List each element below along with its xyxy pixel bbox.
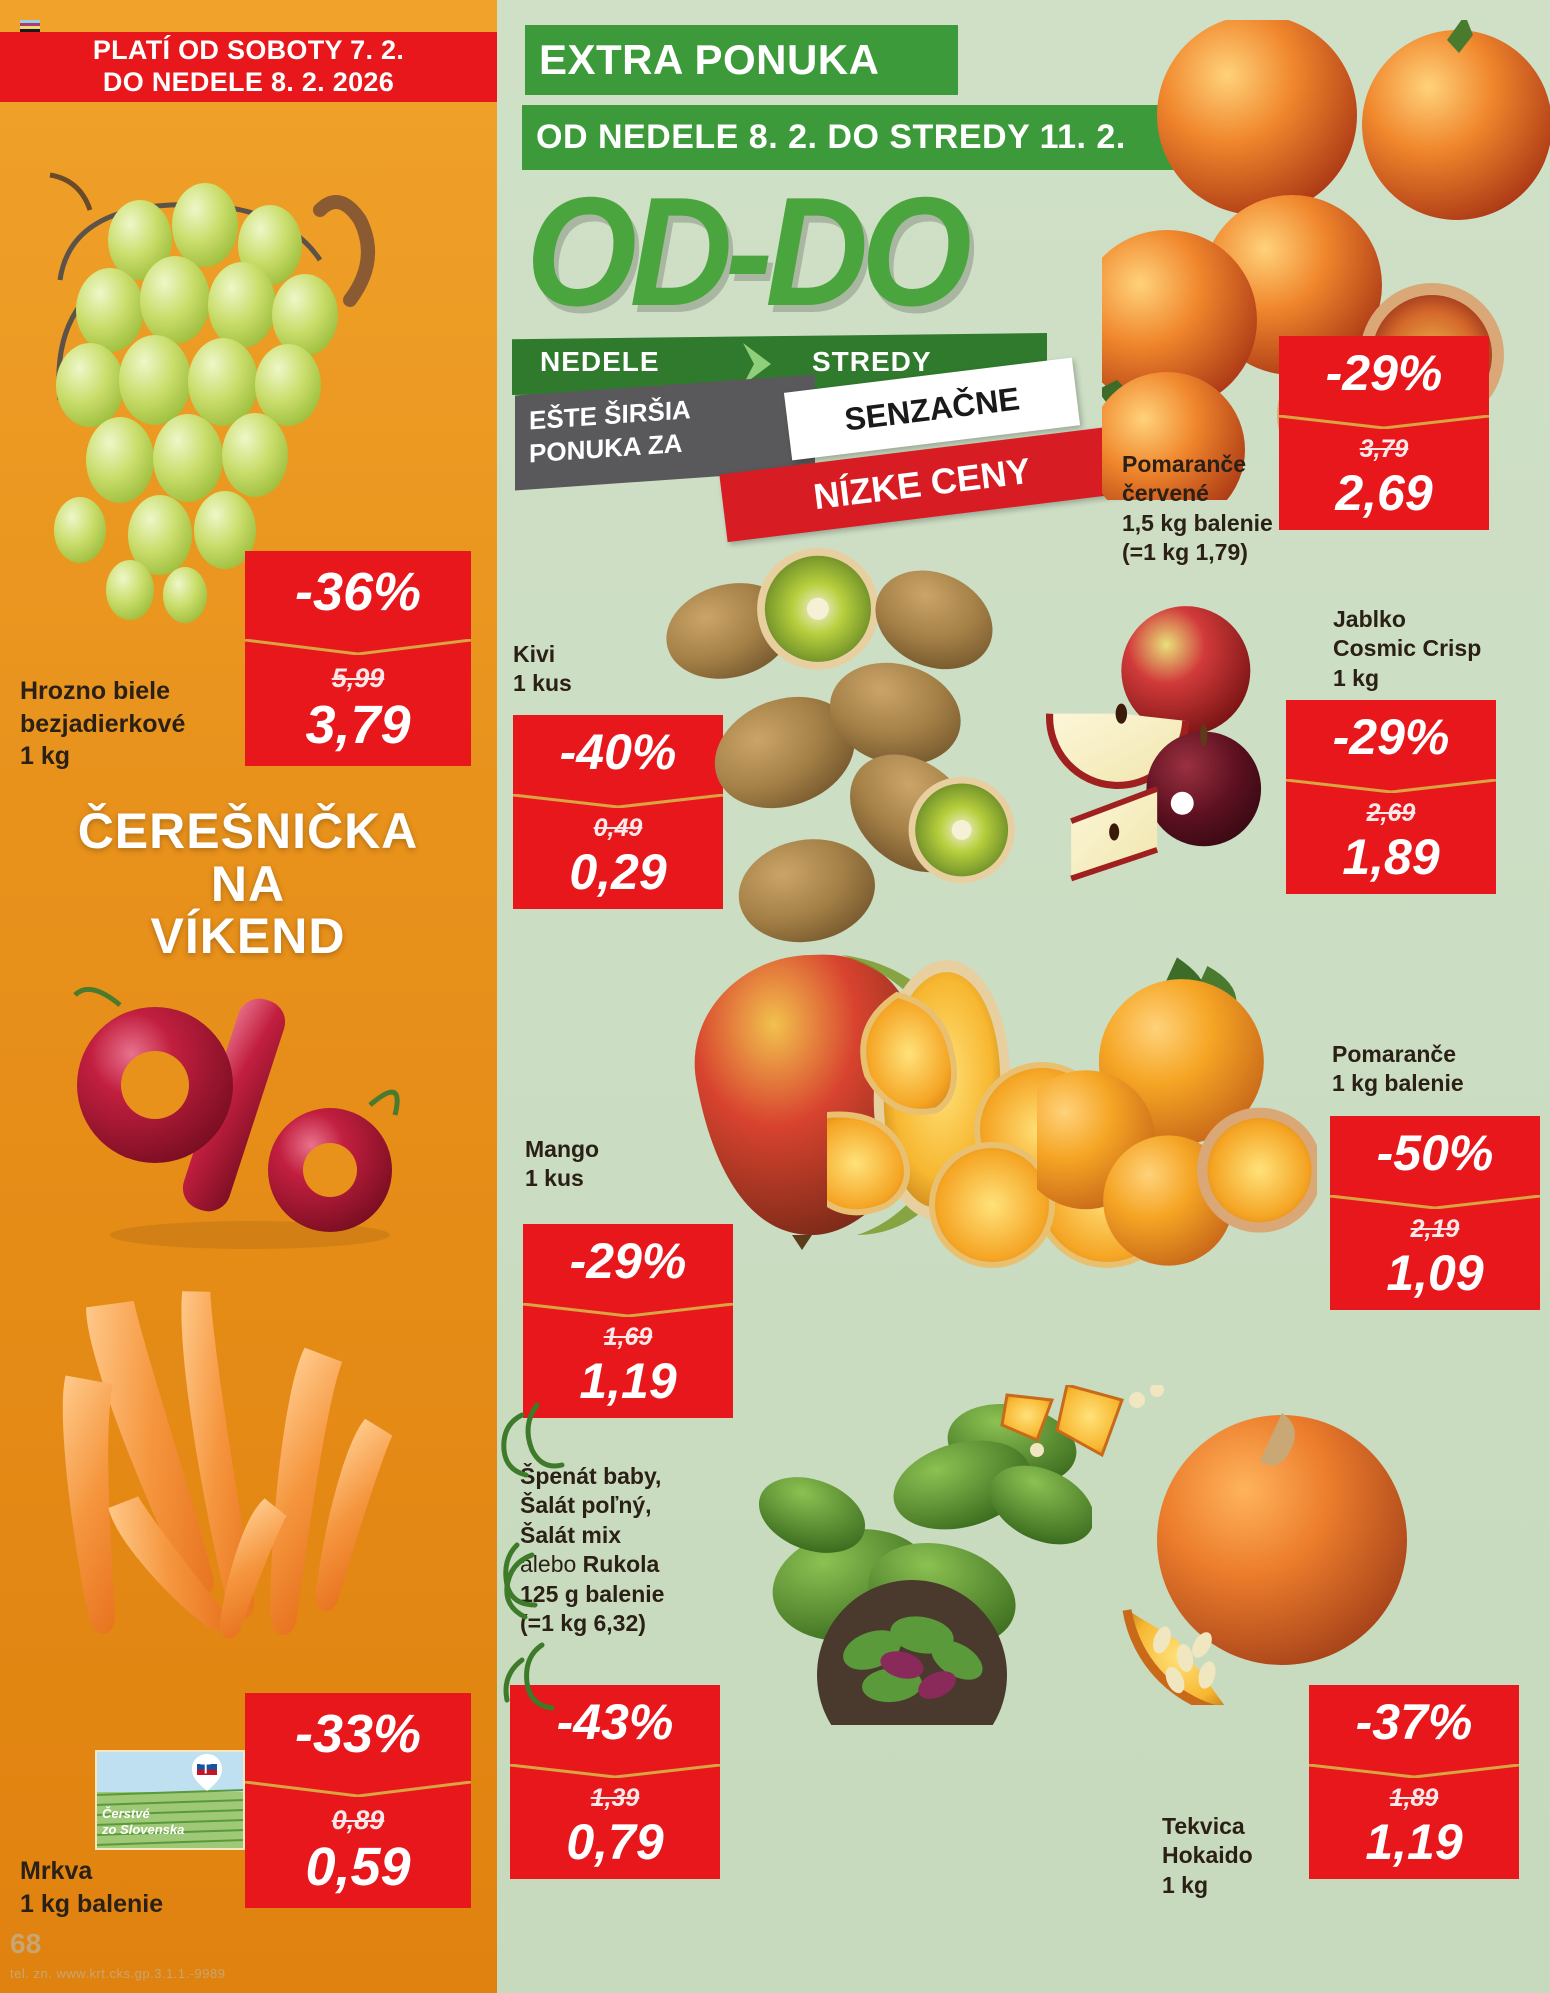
svg-text:Čerstvé: Čerstvé	[102, 1806, 150, 1821]
svg-text:zo Slovenska: zo Slovenska	[101, 1822, 184, 1837]
